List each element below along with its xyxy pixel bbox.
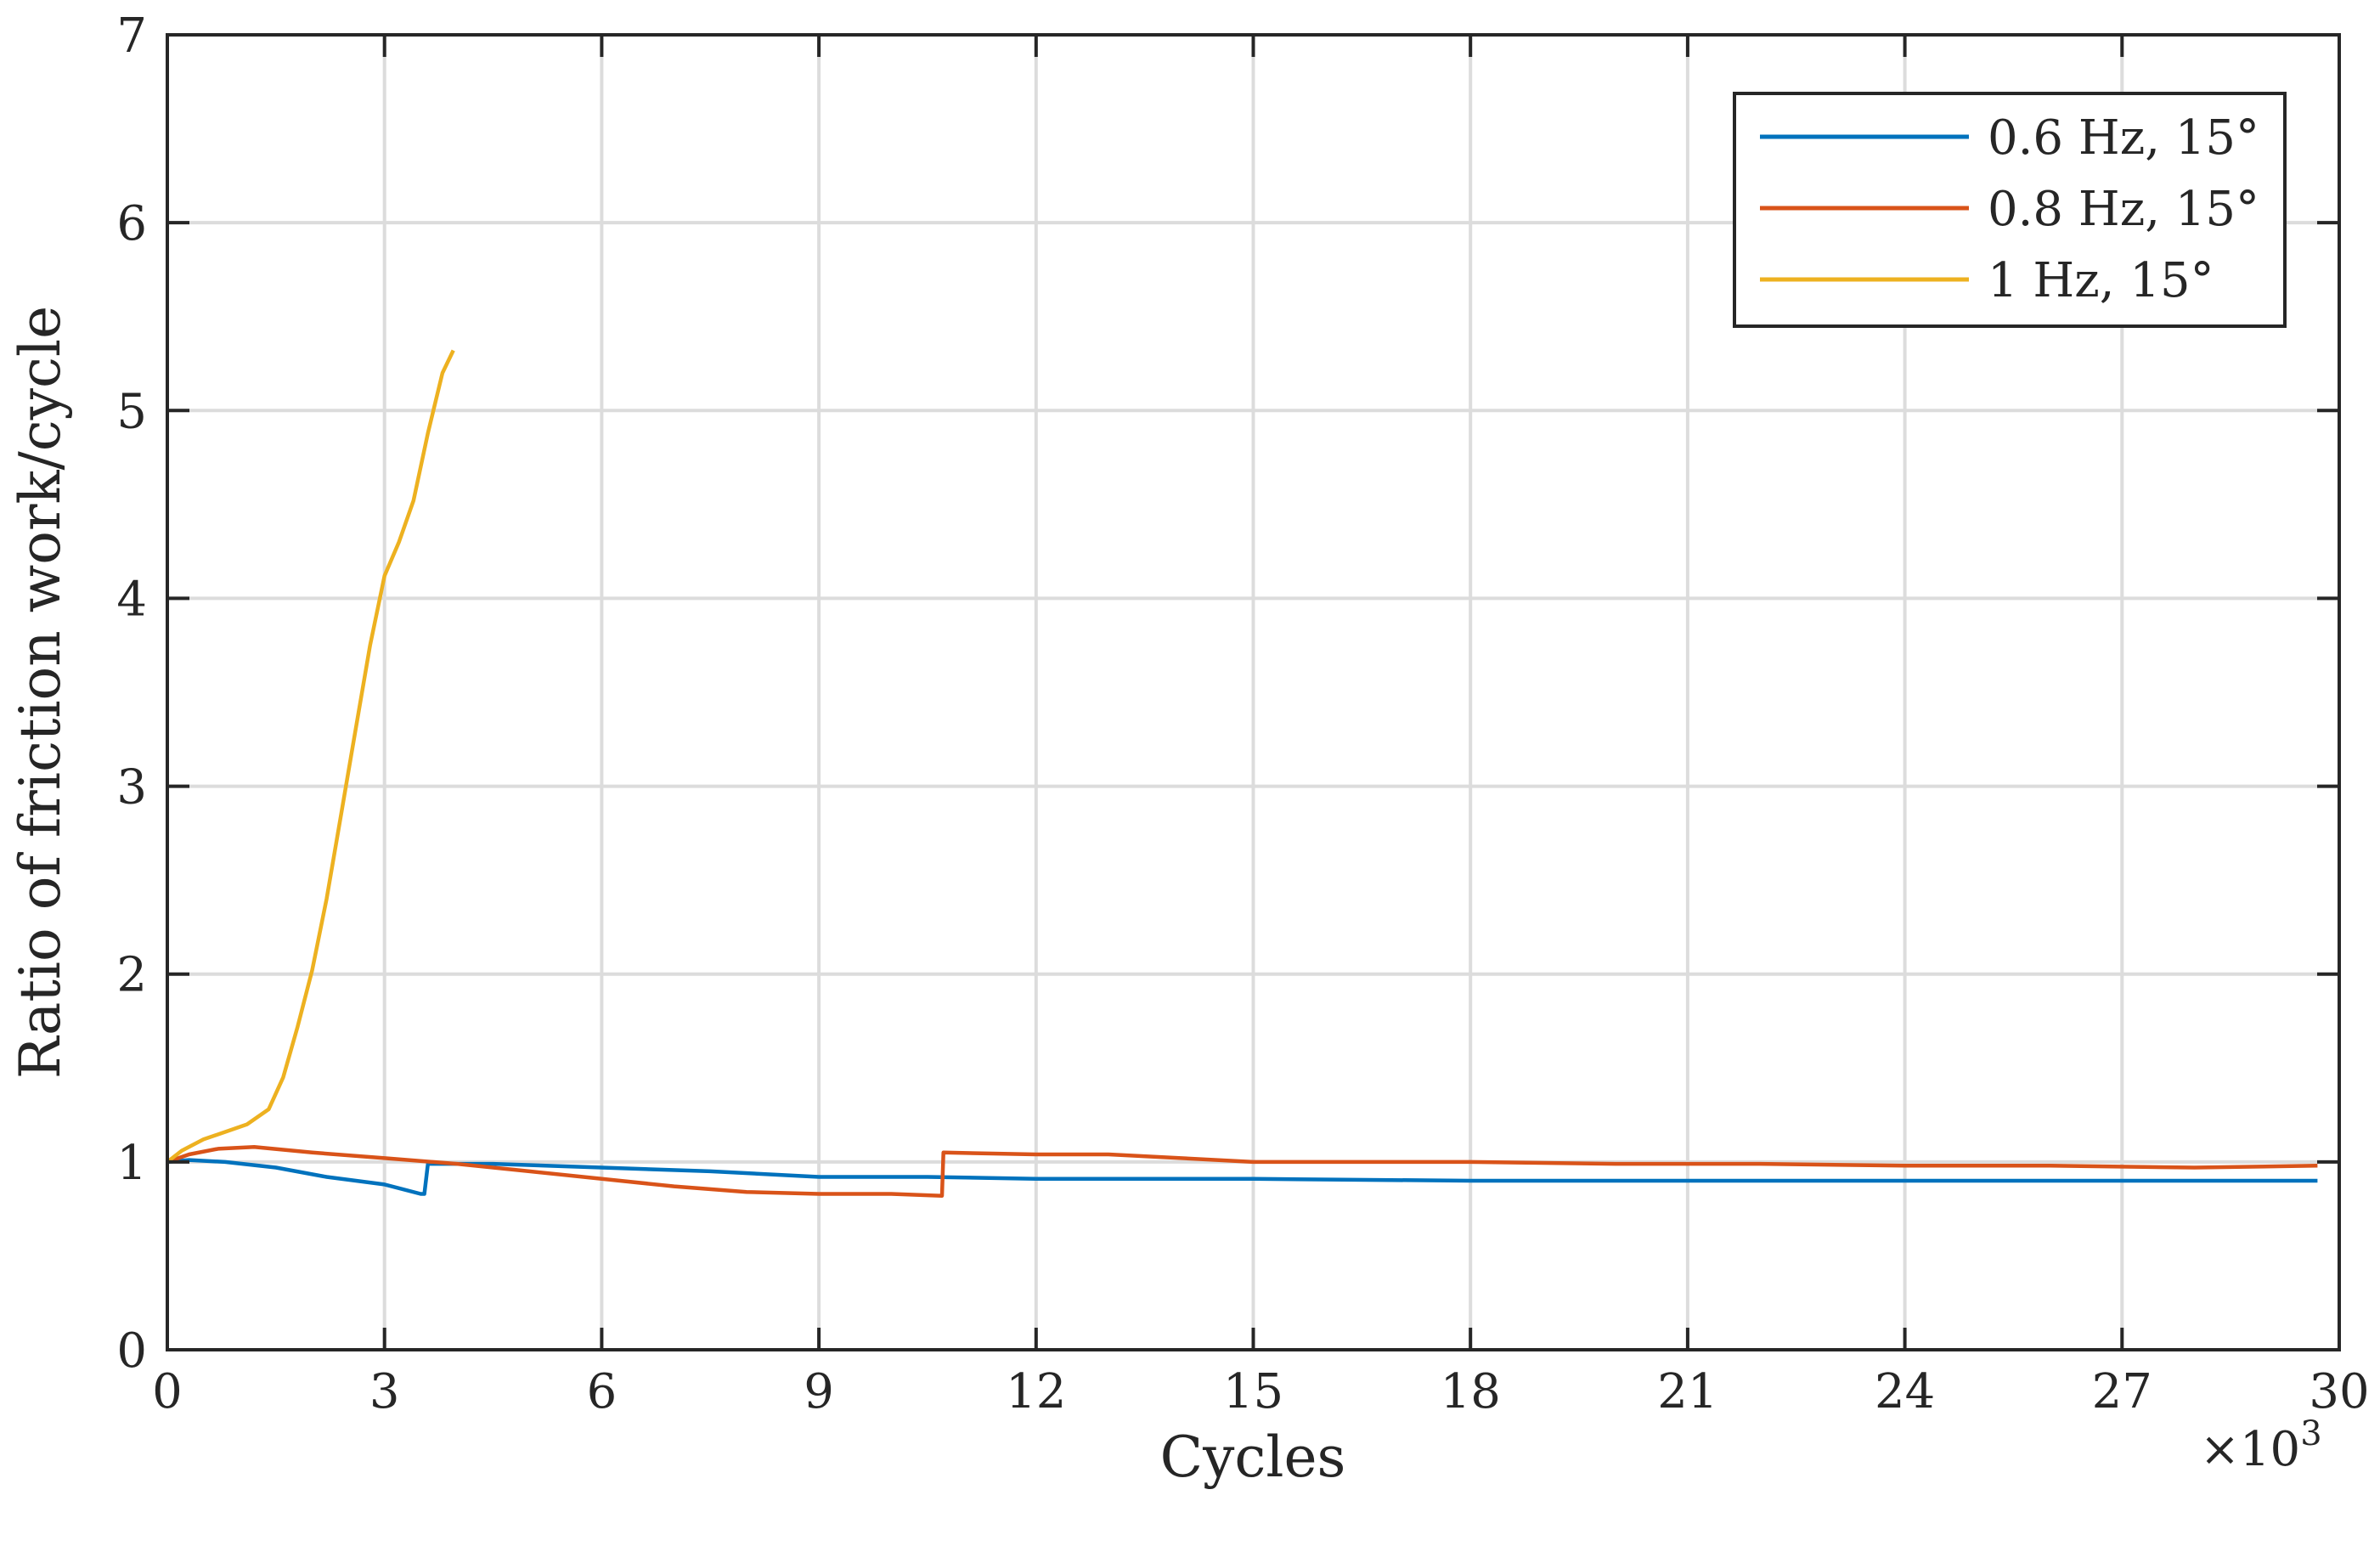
x-axis-multiplier-base: ×10 bbox=[2200, 1422, 2300, 1477]
x-tick-label: 21 bbox=[1657, 1364, 1717, 1419]
x-tick-label: 24 bbox=[1875, 1364, 1935, 1419]
y-tick-label: 4 bbox=[116, 572, 147, 627]
series-line-0 bbox=[166, 1158, 2318, 1196]
x-tick-label: 30 bbox=[2309, 1364, 2369, 1419]
y-tick-label: 1 bbox=[116, 1136, 147, 1191]
legend-label-series-2: 1 Hz, 15° bbox=[1988, 253, 2214, 308]
y-tick-label: 0 bbox=[116, 1323, 147, 1379]
grid bbox=[167, 35, 2339, 1350]
legend-label-series-0: 0.6 Hz, 15° bbox=[1988, 110, 2259, 166]
ticks bbox=[166, 33, 2341, 1351]
legend-label-series-1: 0.8 Hz, 15° bbox=[1988, 182, 2259, 237]
legend: 0.6 Hz, 15° 0.8 Hz, 15° 1 Hz, 15° bbox=[1733, 92, 2287, 328]
x-tick-label: 9 bbox=[804, 1364, 834, 1419]
x-tick-label: 3 bbox=[369, 1364, 400, 1419]
x-tick-label: 18 bbox=[1441, 1364, 1501, 1419]
y-tick-label: 6 bbox=[116, 196, 147, 251]
x-tick-label: 6 bbox=[587, 1364, 618, 1419]
y-tick-label: 2 bbox=[116, 948, 147, 1003]
series-line-1 bbox=[166, 1144, 2318, 1198]
y-tick-label: 3 bbox=[116, 760, 147, 815]
x-tick-labels: 0 3 6 9 12 15 18 21 24 27 30 bbox=[152, 1364, 2369, 1419]
y-tick-label: 5 bbox=[116, 384, 147, 439]
x-tick-label: 15 bbox=[1223, 1364, 1283, 1419]
x-axis-multiplier-exponent: 3 bbox=[2300, 1414, 2321, 1453]
series-line-2 bbox=[166, 349, 455, 1164]
y-tick-labels: 0 1 2 3 4 5 6 7 bbox=[116, 8, 147, 1379]
x-tick-label: 12 bbox=[1006, 1364, 1066, 1419]
x-tick-label: 27 bbox=[2092, 1364, 2152, 1419]
x-axis-label: Cycles bbox=[1160, 1425, 1346, 1490]
y-tick-label: 7 bbox=[116, 8, 147, 64]
x-tick-label: 0 bbox=[152, 1364, 183, 1419]
x-axis-multiplier: ×103 bbox=[2200, 1414, 2322, 1477]
y-axis-label: Ratio of friction work/cycle bbox=[8, 306, 73, 1079]
series-layer bbox=[166, 349, 2318, 1198]
